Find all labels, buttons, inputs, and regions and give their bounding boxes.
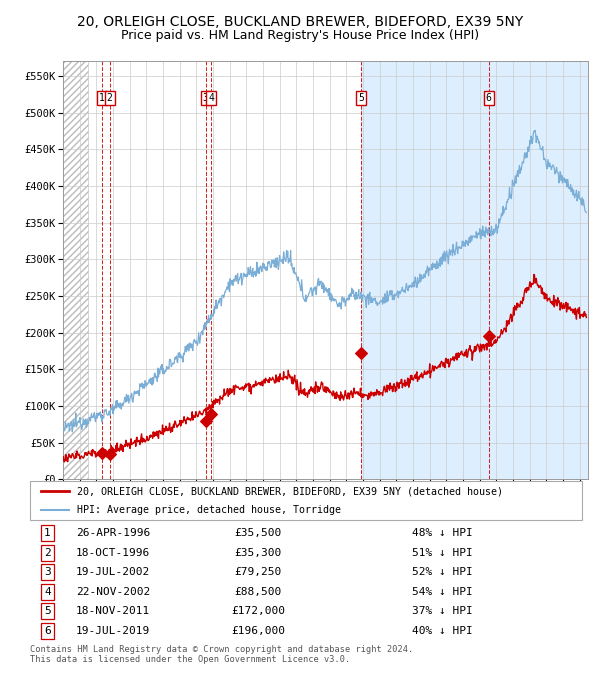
Text: 3: 3 bbox=[203, 93, 208, 103]
Text: 18-NOV-2011: 18-NOV-2011 bbox=[76, 607, 151, 616]
Text: 52% ↓ HPI: 52% ↓ HPI bbox=[412, 567, 473, 577]
Text: £196,000: £196,000 bbox=[232, 626, 286, 636]
Text: £35,300: £35,300 bbox=[235, 548, 282, 558]
Text: £79,250: £79,250 bbox=[235, 567, 282, 577]
Point bbox=[484, 330, 493, 341]
Text: 1: 1 bbox=[44, 528, 51, 539]
Text: 48% ↓ HPI: 48% ↓ HPI bbox=[412, 528, 473, 539]
Point bbox=[200, 415, 211, 426]
Text: 19-JUL-2002: 19-JUL-2002 bbox=[76, 567, 151, 577]
Text: 4: 4 bbox=[208, 93, 214, 103]
Text: Contains HM Land Registry data © Crown copyright and database right 2024.
This d: Contains HM Land Registry data © Crown c… bbox=[30, 645, 413, 664]
Text: Price paid vs. HM Land Registry's House Price Index (HPI): Price paid vs. HM Land Registry's House … bbox=[121, 29, 479, 41]
Text: 2: 2 bbox=[44, 548, 51, 558]
Text: 2: 2 bbox=[107, 93, 113, 103]
Text: 3: 3 bbox=[44, 567, 51, 577]
Text: £88,500: £88,500 bbox=[235, 587, 282, 597]
Text: 51% ↓ HPI: 51% ↓ HPI bbox=[412, 548, 473, 558]
Text: 20, ORLEIGH CLOSE, BUCKLAND BREWER, BIDEFORD, EX39 5NY: 20, ORLEIGH CLOSE, BUCKLAND BREWER, BIDE… bbox=[77, 15, 523, 29]
Text: 18-OCT-1996: 18-OCT-1996 bbox=[76, 548, 151, 558]
Text: 5: 5 bbox=[44, 607, 51, 616]
Point bbox=[206, 409, 216, 420]
Text: £172,000: £172,000 bbox=[232, 607, 286, 616]
Text: 4: 4 bbox=[44, 587, 51, 597]
FancyBboxPatch shape bbox=[30, 481, 582, 520]
Text: 5: 5 bbox=[358, 93, 364, 103]
Text: £35,500: £35,500 bbox=[235, 528, 282, 539]
Text: 6: 6 bbox=[44, 626, 51, 636]
Text: 6: 6 bbox=[486, 93, 491, 103]
Text: 54% ↓ HPI: 54% ↓ HPI bbox=[412, 587, 473, 597]
Bar bbox=[361, 61, 588, 479]
Text: 20, ORLEIGH CLOSE, BUCKLAND BREWER, BIDEFORD, EX39 5NY (detached house): 20, ORLEIGH CLOSE, BUCKLAND BREWER, BIDE… bbox=[77, 486, 503, 496]
Text: 22-NOV-2002: 22-NOV-2002 bbox=[76, 587, 151, 597]
Point bbox=[356, 347, 366, 358]
Point bbox=[105, 448, 115, 459]
Bar bbox=[63, 61, 88, 479]
Point bbox=[97, 448, 106, 459]
Text: 40% ↓ HPI: 40% ↓ HPI bbox=[412, 626, 473, 636]
Text: 1: 1 bbox=[99, 93, 104, 103]
Text: 19-JUL-2019: 19-JUL-2019 bbox=[76, 626, 151, 636]
Text: 26-APR-1996: 26-APR-1996 bbox=[76, 528, 151, 539]
Text: HPI: Average price, detached house, Torridge: HPI: Average price, detached house, Torr… bbox=[77, 505, 341, 515]
Text: 37% ↓ HPI: 37% ↓ HPI bbox=[412, 607, 473, 616]
